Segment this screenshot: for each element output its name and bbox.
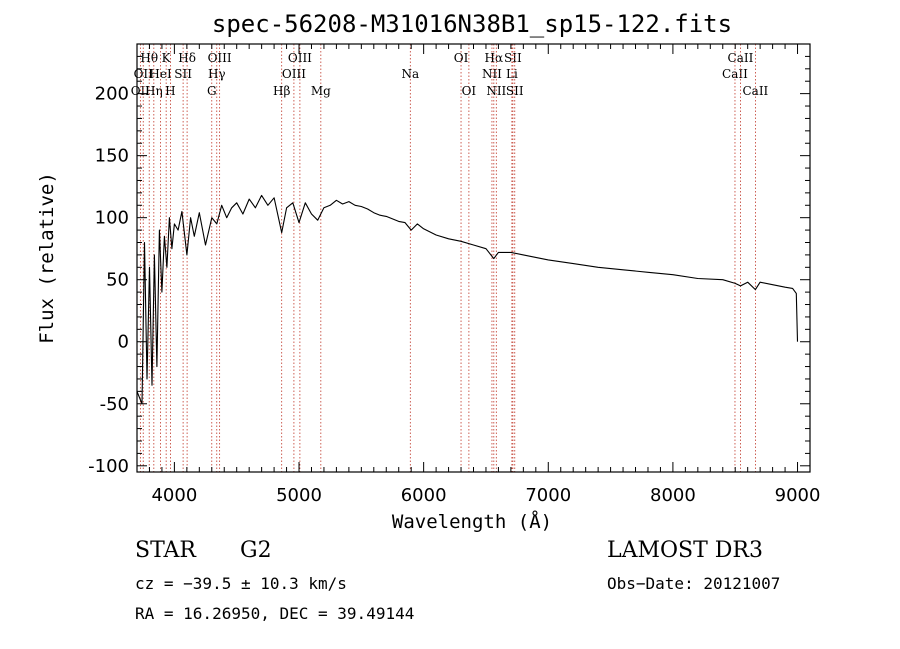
line-label: Hβ bbox=[273, 84, 290, 98]
y-tick-label: 0 bbox=[118, 332, 129, 353]
survey-name: LAMOST DR3 bbox=[607, 538, 763, 563]
line-label: G bbox=[207, 84, 217, 98]
spectrum-series bbox=[136, 194, 799, 405]
line-label: OIII bbox=[288, 51, 312, 65]
line-label: Hα bbox=[485, 51, 504, 65]
line-label: Mg bbox=[311, 84, 331, 98]
line-label: Hη bbox=[145, 84, 163, 98]
x-axis-ticks: 4000 5000 6000 7000 8000 9000 bbox=[136, 44, 821, 506]
y-tick-label: 200 bbox=[95, 84, 129, 105]
y-tick-label: 50 bbox=[106, 270, 129, 291]
line-label: OI bbox=[462, 84, 477, 98]
line-label: NII bbox=[482, 67, 502, 81]
line-label: SII bbox=[174, 67, 192, 81]
x-tick-label: 9000 bbox=[775, 485, 821, 506]
plot-frame bbox=[136, 43, 811, 473]
observation-date: Obs−Date: 20121007 bbox=[607, 574, 781, 593]
line-label: Hθ bbox=[140, 51, 158, 65]
y-tick-label: -50 bbox=[100, 394, 129, 415]
x-tick-label: 4000 bbox=[151, 485, 197, 506]
line-label: CaII bbox=[742, 84, 768, 98]
line-label: Li bbox=[506, 67, 518, 81]
line-label: Hγ bbox=[208, 67, 226, 81]
x-tick-label: 8000 bbox=[650, 485, 696, 506]
spectral-line-markers: OII OII Hθ Hη HeI K H SII Hδ G Hγ OIII Hβ OIII OIII Mg N… bbox=[131, 44, 769, 472]
object-class: STAR bbox=[135, 538, 196, 563]
line-label: NII bbox=[486, 84, 506, 98]
coordinates: RA = 16.26950, DEC = 39.49144 bbox=[135, 604, 415, 623]
x-tick-label: 6000 bbox=[401, 485, 447, 506]
line-label: Hδ bbox=[178, 51, 196, 65]
spectrum-line bbox=[136, 194, 799, 405]
y-tick-label: 150 bbox=[95, 146, 129, 167]
chart-title: spec-56208-M31016N38B1_sp15-122.fits bbox=[212, 10, 732, 38]
line-label: OII bbox=[134, 67, 154, 81]
object-subclass: G2 bbox=[240, 538, 272, 563]
y-tick-label: -100 bbox=[88, 456, 129, 477]
y-axis-label: Flux (relative) bbox=[36, 172, 58, 344]
x-axis-label: Wavelength (Å) bbox=[392, 510, 552, 533]
line-label: OI bbox=[454, 51, 469, 65]
line-label: OIII bbox=[208, 51, 232, 65]
line-label: H bbox=[165, 84, 175, 98]
redshift-velocity: cz = −39.5 ± 10.3 km/s bbox=[135, 574, 347, 593]
line-label: OIII bbox=[282, 67, 306, 81]
line-label: CaII bbox=[722, 67, 748, 81]
line-label: SII bbox=[504, 51, 522, 65]
line-label: OII bbox=[131, 84, 151, 98]
line-label: HeI bbox=[149, 67, 172, 81]
line-label: SII bbox=[506, 84, 524, 98]
x-tick-label: 5000 bbox=[276, 485, 322, 506]
y-axis-ticks: -100 -50 0 50 100 150 200 bbox=[88, 43, 810, 477]
line-label: K bbox=[162, 51, 172, 65]
line-label: Na bbox=[401, 67, 419, 81]
line-label: CaII bbox=[728, 51, 754, 65]
x-tick-label: 7000 bbox=[525, 485, 571, 506]
y-tick-label: 100 bbox=[95, 208, 129, 229]
